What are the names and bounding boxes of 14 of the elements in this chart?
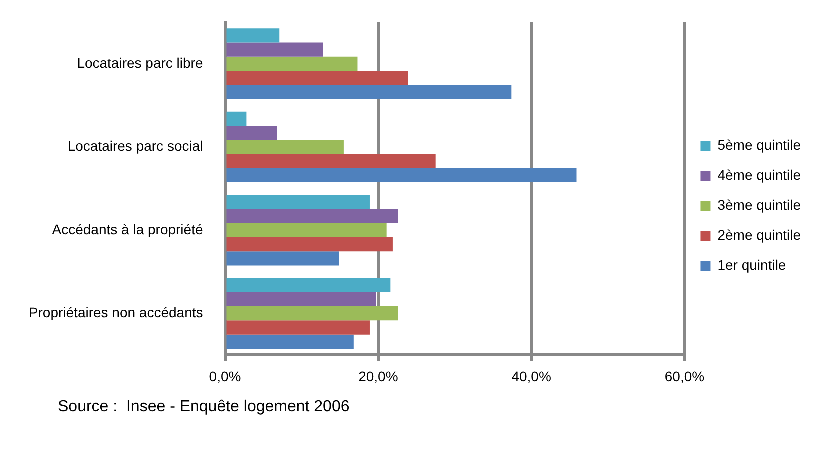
- source-note: Source : Insee - Enquête logement 2006: [58, 398, 350, 416]
- legend-label: 1er quintile: [718, 256, 786, 273]
- x-tick-label: 20,0%: [358, 368, 398, 384]
- y-tick-label: Accédants à la propriété: [52, 221, 204, 238]
- y-tick-label: Locataires parc social: [68, 138, 204, 154]
- legend-label: 2ème quintile: [718, 226, 802, 243]
- x-tick-label: 60,0%: [664, 368, 705, 384]
- legend-label: 3ème quintile: [718, 196, 802, 213]
- y-tick-label: Propriétaires non accédants: [28, 304, 204, 320]
- y-tick-label: Locataires parc libre: [77, 54, 204, 71]
- x-tick-label: 0,0%: [209, 368, 242, 384]
- legend-label: 5ème quintile: [718, 136, 802, 153]
- legend-label: 4ème quintile: [718, 166, 802, 183]
- x-tick-label: 40,0%: [512, 368, 552, 384]
